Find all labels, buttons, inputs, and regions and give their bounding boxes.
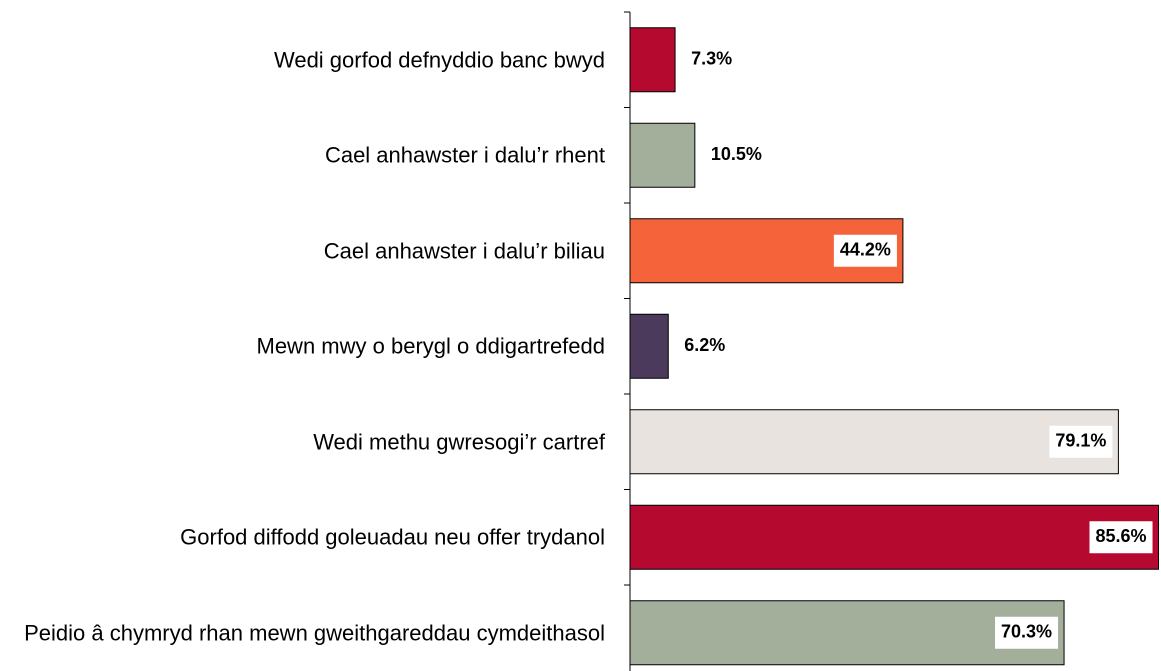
- category-label: Mewn mwy o berygl o ddigartrefedd: [256, 333, 606, 359]
- value-label: 7.3%: [691, 49, 732, 69]
- value-label: 10.5%: [711, 144, 762, 164]
- bar: [629, 122, 696, 188]
- category-label: Wedi gorfod defnyddio banc bwyd: [273, 47, 605, 73]
- category-label: Cael anhawster i dalu’r biliau: [323, 238, 605, 264]
- category-label: Cael anhawster i dalu’r rhent: [324, 142, 605, 168]
- value-label: 70.3%: [1001, 622, 1052, 642]
- value-label-box: [1089, 521, 1153, 554]
- bar: [629, 409, 1119, 475]
- value-label-box: [833, 234, 897, 267]
- value-label: 79.1%: [1055, 431, 1106, 451]
- category-label: Peidio â chymryd rhan mewn gweithgaredda…: [24, 620, 605, 646]
- bar: [629, 27, 676, 93]
- bar: [629, 313, 669, 379]
- value-label-box: [995, 616, 1059, 649]
- value-label: 6.2%: [684, 335, 725, 355]
- value-label: 44.2%: [840, 240, 891, 260]
- bar: [629, 600, 1065, 666]
- category-label: Wedi methu gwresogi’r cartref: [313, 429, 605, 455]
- value-label-box: [1049, 425, 1113, 458]
- bar: [629, 504, 1160, 570]
- value-label: 85.6%: [1095, 526, 1146, 546]
- category-label: Gorfod diffodd goleuadau neu offer tryda…: [180, 524, 605, 550]
